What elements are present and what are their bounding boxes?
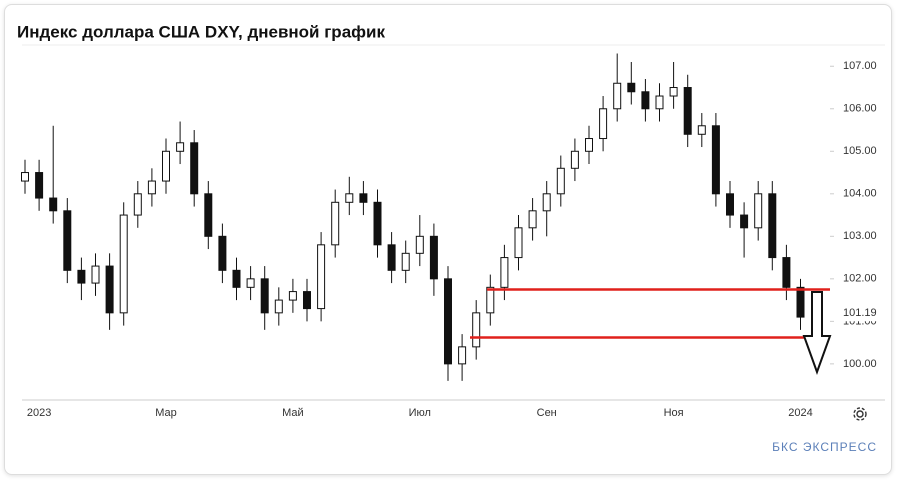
candle-body (627, 82, 636, 93)
x-tick-label: Сен (537, 407, 557, 419)
candle-body (218, 235, 227, 271)
candle-body (528, 210, 537, 229)
y-tick-label: 104.00 (843, 188, 877, 200)
candle-body (585, 138, 593, 152)
candle-body (303, 291, 311, 310)
last-price-box (838, 305, 884, 322)
candle-body (49, 197, 58, 212)
candle-body (599, 108, 608, 140)
settings-icon[interactable] (853, 407, 867, 421)
candle-body (669, 87, 678, 97)
candle-body (500, 257, 509, 288)
candle-body (697, 125, 706, 135)
candle-body (429, 235, 438, 280)
candle-body (232, 269, 241, 288)
candle-body (570, 150, 579, 169)
plot: 100.00101.00102.00103.00104.00105.00106.… (21, 53, 884, 419)
source: БКС ЭКСПРЕСС (772, 440, 877, 454)
x-tick-label: 2024 (788, 407, 812, 419)
candle-body (556, 167, 565, 195)
candle-body (655, 95, 664, 110)
candle-body (796, 286, 805, 318)
candle-body (176, 142, 185, 152)
candle-body (387, 244, 396, 271)
candle-body (274, 299, 283, 314)
candle-body (415, 235, 424, 254)
candle-body (162, 150, 170, 182)
candle-body (77, 269, 86, 284)
y-tick-label: 107.00 (843, 60, 877, 72)
candle-body (486, 286, 495, 314)
y-tick-label: 105.00 (843, 145, 877, 157)
candle-body (782, 257, 791, 288)
x-tick-label: Май (282, 407, 304, 419)
y-tick-label: 102.00 (843, 273, 877, 285)
candle-body (401, 252, 410, 271)
candle-body (472, 312, 481, 348)
x-tick-label: Июл (409, 407, 431, 419)
down-arrow (802, 291, 832, 375)
candle-body (288, 291, 297, 301)
candle-body (260, 278, 269, 314)
y-tick-label: 103.00 (843, 230, 877, 242)
candle-body (105, 265, 114, 314)
x-tick-label: Мар (155, 407, 177, 419)
candle-body (91, 265, 100, 284)
candle-body (726, 193, 734, 216)
candle-body (246, 278, 255, 288)
candle-body (359, 193, 368, 203)
candle-body (754, 193, 763, 229)
candle-body (514, 227, 523, 259)
candle-body (444, 278, 452, 365)
candle-body (345, 193, 354, 203)
candle-body (641, 91, 650, 110)
candle-body (190, 142, 199, 195)
candle-body (35, 172, 44, 199)
candle-body (542, 193, 551, 212)
last-price-label: 101.19 (843, 307, 877, 319)
candle-body (768, 193, 777, 259)
candle-body (711, 125, 720, 195)
candle-body (119, 214, 128, 314)
chart-title: Индекс доллара США DXY, дневной график (17, 22, 385, 41)
x-tick-label: Ноя (664, 407, 684, 419)
candle-body (331, 201, 340, 246)
y-tick-label: 100.00 (843, 358, 877, 370)
candle-body (21, 172, 29, 182)
candle-body (458, 346, 467, 365)
candle-body (133, 193, 142, 216)
x-tick-label: 2023 (27, 407, 51, 419)
candle-body (147, 180, 156, 195)
candle-body (613, 82, 622, 110)
candle-body (317, 244, 326, 310)
candle-body (373, 201, 382, 246)
candle-body (683, 87, 692, 135)
candle-body (740, 214, 749, 229)
candle-body (63, 210, 72, 271)
y-tick-label: 106.00 (843, 103, 877, 115)
candle-body (204, 193, 213, 237)
